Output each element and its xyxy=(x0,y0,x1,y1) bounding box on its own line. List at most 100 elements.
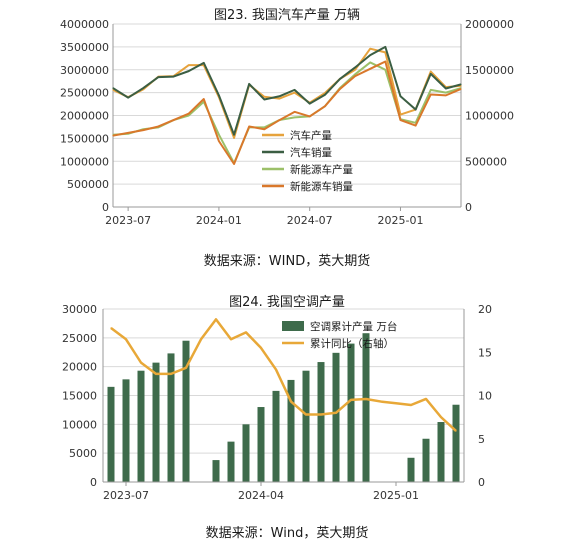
chart-car-production: 图23. 我国汽车产量 万辆 0 500000 1000000 1500000 2000… xyxy=(60,7,514,269)
chart1-data-point xyxy=(384,69,386,71)
chart1-ytick-left: 3500000 xyxy=(60,41,109,54)
chart2-xtick: 2023-07 xyxy=(103,489,149,502)
chart2-data-point xyxy=(410,404,412,406)
chart1-legend-label: 新能源车销量 xyxy=(290,180,353,193)
chart1-data-point xyxy=(445,92,447,94)
chart2-ytick-left: 20000 xyxy=(62,361,97,374)
chart1-data-point xyxy=(112,89,114,91)
chart1-ytick-left: 500000 xyxy=(67,178,109,191)
chart1-data-point xyxy=(324,105,326,107)
chart1-xtick: 2024-01 xyxy=(196,214,242,227)
chart1-data-point xyxy=(218,94,220,96)
chart2-data-point xyxy=(245,331,247,333)
chart2-data-point xyxy=(395,402,397,404)
chart2-data-point xyxy=(320,413,322,416)
chart1-data-point xyxy=(369,54,371,56)
chart2-bar xyxy=(332,352,340,482)
chart1-data-point xyxy=(339,78,341,80)
chart2-data-point xyxy=(110,327,112,329)
chart2-bar xyxy=(227,441,235,482)
chart1-data-point xyxy=(188,113,190,115)
chart2-ytick-left: 30000 xyxy=(62,303,97,316)
chart1-data-point xyxy=(278,119,281,121)
chart1-data-point xyxy=(218,134,220,136)
chart1-data-point xyxy=(354,69,356,71)
chart1-legend-label: 新能源车产量 xyxy=(290,163,353,176)
chart1-data-point xyxy=(369,48,371,50)
chart1-data-point xyxy=(309,103,311,105)
chart1-data-point xyxy=(233,137,235,139)
chart1-data-point xyxy=(127,132,129,134)
chart1-series xyxy=(112,45,462,165)
chart1-ytick-right: 1500000 xyxy=(465,64,514,77)
chart2-bar xyxy=(437,422,445,482)
chart1-data-point xyxy=(263,128,265,130)
chart2-ytick-right: 15 xyxy=(478,346,492,359)
chart2-data-point xyxy=(380,400,382,403)
chart1-data-point xyxy=(399,119,402,121)
chart2-legend-swatch xyxy=(282,321,304,331)
chart1-source: 数据来源：WIND，英大期货 xyxy=(204,253,370,269)
chart1-data-point xyxy=(263,126,265,128)
chart2-legend-label: 空调累计产量 万台 xyxy=(310,320,397,333)
chart-ac-production: 图24. 我国空调产量 0 5000 10000 15000 20000 25000 300… xyxy=(62,295,492,541)
chart2-data-point xyxy=(305,413,307,416)
chart2-ytick-right: 10 xyxy=(478,390,492,403)
chart1-data-point xyxy=(339,88,341,90)
chart2-ytick-left: 25000 xyxy=(62,332,97,345)
chart1-ytick-left: 2500000 xyxy=(60,87,109,100)
chart1-data-point xyxy=(460,88,462,90)
chart1-data-point xyxy=(233,134,235,136)
chart2-axes: 0 5000 10000 15000 20000 25000 30000 0 5 10 15 20 20… xyxy=(62,303,492,502)
chart2-bar xyxy=(242,424,250,482)
chart1-series-line-1 xyxy=(112,45,462,136)
chart1-data-point xyxy=(263,98,265,101)
chart1-data-point xyxy=(354,73,356,75)
chart2-bar xyxy=(302,370,310,482)
chart1-data-point xyxy=(369,68,371,70)
chart1-legend-label: 汽车产量 xyxy=(290,129,332,142)
chart1-data-point xyxy=(384,46,386,48)
chart1-data-point xyxy=(293,111,296,113)
chart1-data-point xyxy=(445,87,447,90)
chart1-data-point xyxy=(142,129,144,131)
chart2-ytick-right: 20 xyxy=(478,303,492,316)
chart1-data-point xyxy=(415,124,417,127)
chart2-bar xyxy=(272,390,280,482)
chart2-data-point xyxy=(125,338,127,340)
chart2-bars xyxy=(107,333,460,482)
chart1-data-point xyxy=(203,62,205,64)
chart2-bar xyxy=(167,353,175,482)
chart2-data-point xyxy=(350,399,352,401)
chart2-ytick-right: 0 xyxy=(478,476,485,489)
chart1-data-point xyxy=(430,70,432,73)
chart2-ytick-right: 5 xyxy=(478,433,485,446)
chart2-data-point xyxy=(425,398,427,400)
chart2-data-point xyxy=(230,338,232,340)
chart2-data-point xyxy=(200,338,202,340)
chart2-bar xyxy=(287,379,295,482)
chart2-line xyxy=(110,318,457,432)
chart2-bar xyxy=(182,340,190,482)
chart2-bar xyxy=(452,404,460,482)
chart2-ytick-left: 15000 xyxy=(62,390,97,403)
chart2-bar xyxy=(317,362,325,482)
chart1-data-point xyxy=(188,64,190,66)
chart1-data-point xyxy=(157,125,159,128)
chart2-bar xyxy=(137,370,145,482)
chart2-bar xyxy=(347,343,355,482)
chart2-ytick-left: 0 xyxy=(90,476,97,489)
chart2-data-point xyxy=(260,347,262,349)
chart1-title: 图23. 我国汽车产量 万辆 xyxy=(214,7,360,23)
chart2-data-point xyxy=(275,368,277,371)
chart2-legend-label: 累计同比（右轴） xyxy=(310,337,394,350)
chart2-data-point xyxy=(170,373,172,375)
chart2-title: 图24. 我国空调产量 xyxy=(229,295,345,310)
chart1-data-point xyxy=(188,114,190,117)
chart1-data-point xyxy=(354,66,356,69)
chart1-ytick-left: 3000000 xyxy=(60,64,109,77)
chart1-data-point xyxy=(127,97,129,99)
chart2-data-point xyxy=(140,362,142,364)
